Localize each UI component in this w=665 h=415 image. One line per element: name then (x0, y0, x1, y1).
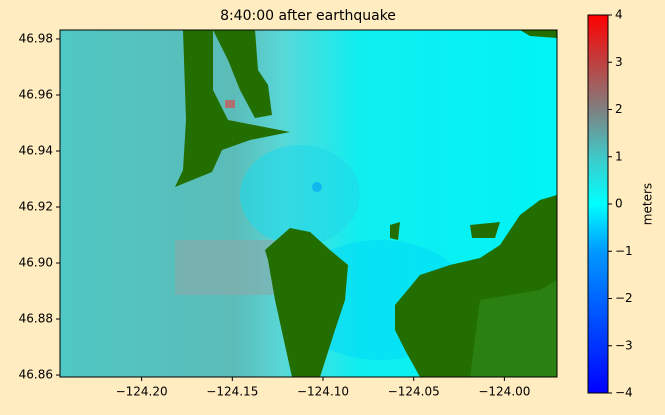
colorbar-tick-label: 4 (615, 8, 623, 22)
colorbar-tick-label: −3 (615, 338, 633, 352)
y-tick-label: 46.92 (19, 200, 53, 214)
map-image (60, 30, 557, 377)
colorbar-tick-label: 1 (615, 149, 623, 163)
y-tick-label: 46.94 (19, 143, 53, 157)
x-tick-label: −124.00 (478, 385, 530, 399)
y-tick-label: 46.98 (19, 31, 53, 45)
colorbar-tick-label: 2 (615, 102, 623, 116)
colorbar-tick-label: −2 (615, 291, 633, 305)
x-tick-label: −124.20 (116, 385, 168, 399)
colorbar-tick-label: −1 (615, 244, 633, 258)
colorbar-tick-label: 0 (615, 197, 623, 211)
y-tick-label: 46.88 (19, 312, 53, 326)
y-tick-label: 46.86 (19, 368, 53, 382)
colorbar-tick-label: −4 (615, 386, 633, 400)
x-tick-label: −124.05 (388, 385, 440, 399)
y-tick-label: 46.96 (19, 87, 53, 101)
colorbar-tick-label: 3 (615, 55, 623, 69)
plot-frame (59, 29, 558, 378)
colorbar-label: meters (641, 183, 655, 225)
y-tick-label: 46.90 (19, 256, 53, 270)
colorbar (587, 14, 609, 394)
x-tick-label: −124.10 (297, 385, 349, 399)
chart-title: 8:40:00 after earthquake (220, 8, 396, 24)
x-tick-label: −124.15 (206, 385, 258, 399)
